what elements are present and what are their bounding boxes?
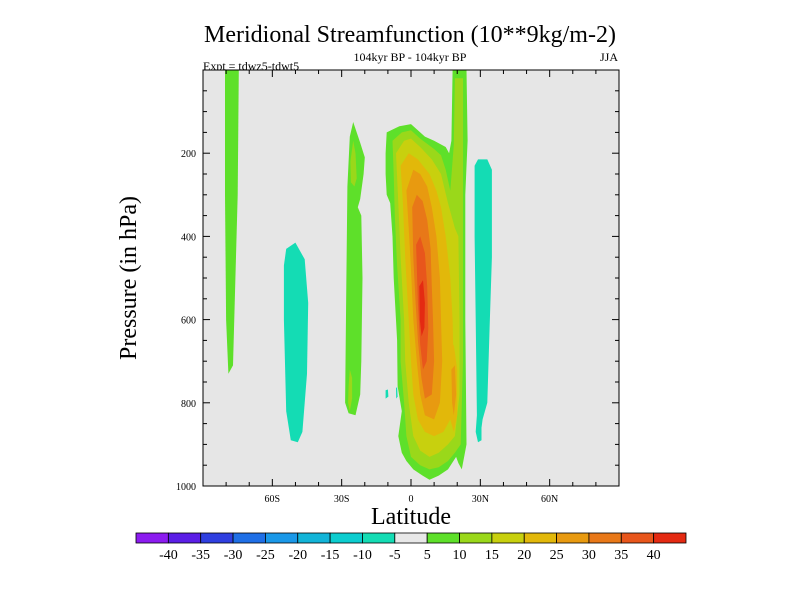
x-tick-label: 60N: [541, 494, 558, 505]
colorbar-swatch: [556, 532, 590, 544]
contour-negative-50s: [283, 242, 309, 443]
colorbar-swatch: [588, 532, 622, 544]
colorbar-label: 5: [424, 548, 431, 563]
colorbar-swatch: [459, 532, 493, 544]
season-label: JJA: [600, 50, 618, 64]
colorbar-label: 15: [485, 548, 499, 563]
y-tick-label: 600: [181, 316, 196, 327]
contour-layer: [225, 70, 492, 480]
colorbar-swatch: [394, 532, 428, 544]
colorbar-label: 10: [453, 548, 467, 563]
colorbar-label: 25: [550, 548, 564, 563]
colorbar-swatch: [167, 532, 202, 544]
axis-ticks: 200 400 600 800 1000 60S 30S 0 30N 60N: [176, 70, 619, 505]
contour-positive-30s-inner: [350, 140, 357, 187]
colorbar-swatch: [329, 532, 363, 544]
colorbar-label: -20: [288, 548, 307, 563]
contour-positive-30s-outer: [345, 122, 365, 416]
colorbar-swatch: [135, 532, 169, 544]
contour-positive-30s-low: [348, 369, 353, 412]
y-tick-label: 1000: [176, 482, 196, 493]
y-tick-label: 200: [181, 149, 196, 160]
chart-title: Meridional Streamfunction (10**9kg/m-2): [204, 22, 616, 48]
colorbar-swatch: [265, 532, 299, 544]
y-tick-label: 800: [181, 399, 196, 410]
colorbar-swatch: [297, 532, 331, 544]
plot-area: 200 400 600 800 1000 60S 30S 0 30N 60N: [176, 69, 620, 505]
colorbar-swatch: [362, 532, 396, 544]
colorbar-swatch: [653, 532, 687, 544]
colorbar-label: -25: [256, 548, 275, 563]
colorbar-swatch: [491, 532, 525, 544]
contour-hadley-40: [419, 280, 425, 337]
colorbar-label: 20: [517, 548, 531, 563]
colorbar-swatch: [426, 532, 460, 544]
contour-negative-30n: [474, 159, 492, 443]
colorbar-swatch: [620, 532, 655, 544]
x-tick-label: 30S: [334, 494, 350, 505]
colorbar-label: -40: [159, 548, 178, 563]
chart-subtitle: 104kyr BP - 104kyr BP: [354, 50, 467, 64]
colorbar-label: 30: [582, 548, 596, 563]
colorbar: -40 -35 -30 -25 -20 -15 -10 -5 5 10 15 20 25 30 35 40: [135, 532, 687, 563]
colorbar-label: 35: [614, 548, 628, 563]
colorbar-swatch: [232, 532, 266, 544]
colorbar-label: 40: [647, 548, 661, 563]
colorbar-swatch: [200, 532, 234, 544]
colorbar-swatch: [523, 532, 557, 544]
colorbar-label: -30: [224, 548, 243, 563]
x-axis-label: Latitude: [371, 504, 451, 530]
colorbar-label: -35: [191, 548, 210, 563]
x-tick-label: 30N: [472, 494, 489, 505]
y-axis-label: Pressure (in hPa): [116, 196, 142, 360]
colorbar-label: -5: [389, 548, 401, 563]
contour-positive-75s: [225, 70, 239, 374]
colorbar-label: -15: [321, 548, 340, 563]
x-tick-label: 0: [409, 494, 414, 505]
contour-hadley-20n-25: [451, 365, 457, 416]
x-tick-label: 60S: [265, 494, 281, 505]
contour-negative-dot-b: [396, 387, 398, 399]
colorbar-label: -10: [353, 548, 372, 563]
contour-negative-dot-a: [385, 389, 389, 399]
y-tick-label: 400: [181, 232, 196, 243]
